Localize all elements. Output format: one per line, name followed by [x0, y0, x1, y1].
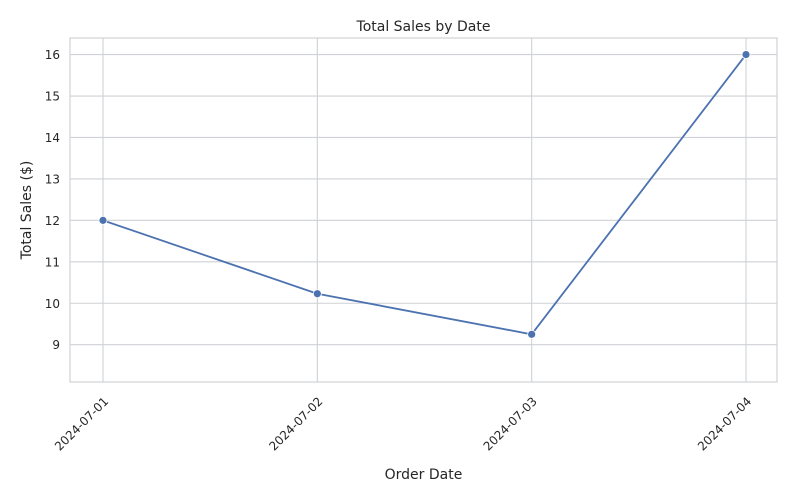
y-tick-label: 13 — [45, 172, 60, 186]
y-tick-label: 12 — [45, 214, 60, 228]
y-tick-label: 9 — [52, 338, 60, 352]
y-tick-label: 14 — [45, 131, 60, 145]
x-axis-label: Order Date — [385, 467, 463, 483]
y-tick-label: 10 — [45, 297, 60, 311]
grid-layer — [70, 38, 777, 382]
y-tick-label: 16 — [45, 48, 60, 62]
y-tick-labels: 9 10 11 12 13 14 15 16 — [45, 48, 60, 352]
data-point — [98, 215, 108, 225]
data-point — [741, 50, 751, 59]
y-axis-label: Total Sales ($) — [19, 161, 35, 261]
y-tick-label: 11 — [45, 255, 60, 269]
chart-title: Total Sales by Date — [356, 19, 491, 35]
data-point — [312, 289, 322, 299]
plot-frame — [69, 37, 778, 383]
series-layer — [98, 50, 751, 339]
series-line — [102, 54, 747, 336]
y-tick-label: 15 — [45, 90, 60, 104]
data-point — [527, 329, 537, 339]
